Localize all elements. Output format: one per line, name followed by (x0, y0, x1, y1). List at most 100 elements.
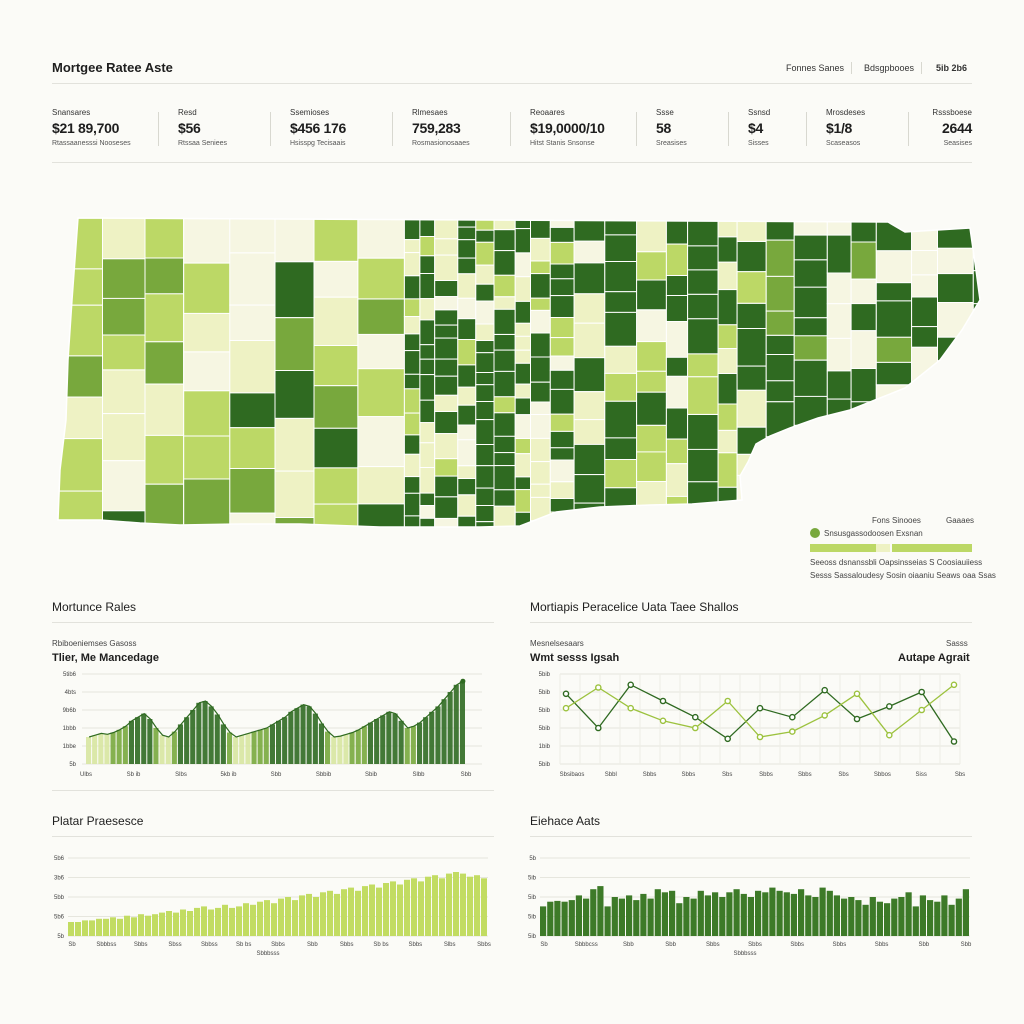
x-tick-label: Sbs (722, 772, 732, 778)
line-point (821, 712, 829, 719)
county (911, 296, 938, 328)
panel1-rule (52, 622, 494, 623)
county (434, 411, 459, 435)
x-tick-label: Sbbos (874, 772, 891, 778)
county (937, 360, 974, 391)
bar (919, 895, 926, 936)
area-bar (331, 737, 337, 764)
county (457, 465, 477, 480)
bar (676, 903, 683, 936)
area-bar (98, 733, 104, 764)
line-point (821, 686, 829, 694)
county (972, 218, 980, 246)
bar (912, 906, 919, 936)
county (765, 380, 795, 403)
x-tick-label: Sbs (955, 772, 965, 778)
county (636, 341, 667, 372)
bar (726, 892, 733, 936)
bar (905, 892, 912, 936)
county (972, 244, 980, 272)
county (826, 398, 852, 436)
stat-sub: Rtssaa Seniees (178, 140, 228, 147)
county (687, 353, 719, 378)
county (875, 250, 913, 284)
bar (769, 887, 776, 936)
x-tick-label: Sbbs (833, 942, 847, 948)
line-point (756, 704, 764, 712)
county (717, 506, 738, 527)
stat-label: Ssnsd (748, 108, 771, 117)
county (514, 349, 532, 364)
county (765, 456, 795, 480)
county (573, 357, 606, 393)
county (826, 234, 852, 274)
bar (941, 895, 948, 936)
county (850, 330, 877, 370)
county (875, 300, 913, 338)
header-link-3[interactable]: 5ib 2b6 (936, 63, 968, 73)
county (313, 218, 359, 262)
bar-chart-1: 5b6 3b6 5bb 5b6 5b Sb Sbbbss Sbbs Sbss Sbbss Sb bs… (54, 856, 491, 957)
county (403, 492, 421, 517)
bar (704, 895, 711, 936)
bar (348, 887, 354, 936)
y-tick-label: 5b (57, 934, 64, 940)
county (665, 519, 689, 527)
county (434, 280, 459, 298)
header-link-2[interactable]: Bdsgpbooes (864, 63, 915, 73)
county (549, 317, 575, 339)
county (911, 274, 938, 298)
county (765, 509, 795, 527)
county (875, 459, 913, 498)
area-bar (398, 720, 404, 764)
county (434, 254, 459, 282)
x-tick-label: Sbbss (201, 942, 218, 948)
county (573, 322, 606, 359)
county (403, 515, 421, 527)
county (793, 335, 828, 361)
county (549, 388, 575, 415)
y-tick-label: 5bb (54, 895, 65, 901)
county (434, 458, 459, 477)
county (826, 456, 852, 482)
county (493, 489, 516, 507)
header-link-1[interactable]: Fonnes Sanes (786, 63, 845, 73)
bar (362, 886, 368, 936)
county (102, 334, 146, 371)
bar (446, 873, 452, 936)
county (102, 297, 146, 336)
bar (376, 887, 382, 936)
bar (229, 907, 235, 936)
line-point (595, 684, 602, 691)
line-point (659, 717, 667, 725)
area-bar (208, 706, 214, 764)
county (937, 389, 974, 425)
county (826, 510, 852, 527)
county (403, 239, 421, 254)
x-tick-label: Sb (540, 942, 548, 948)
x-tick-label: Sbsibaos (560, 772, 585, 778)
x-tick-label: Sbbs (682, 772, 696, 778)
county (530, 332, 551, 358)
county (493, 250, 516, 276)
county (911, 420, 938, 441)
county (514, 322, 532, 337)
area-bar (392, 713, 398, 764)
x-tick-label: Sbbs (643, 772, 657, 778)
area-bar (245, 733, 251, 764)
county (493, 334, 516, 351)
area-bar (441, 699, 447, 764)
bar (222, 904, 228, 936)
county (573, 443, 606, 476)
stat-value: $56 (178, 120, 201, 136)
area-bar (318, 723, 324, 764)
county (144, 218, 185, 259)
line-point (724, 735, 731, 743)
county (765, 436, 795, 458)
line-point (885, 703, 893, 710)
county (419, 399, 436, 424)
bar (103, 918, 109, 936)
county (530, 297, 551, 311)
county (665, 463, 689, 498)
bar (173, 912, 179, 936)
